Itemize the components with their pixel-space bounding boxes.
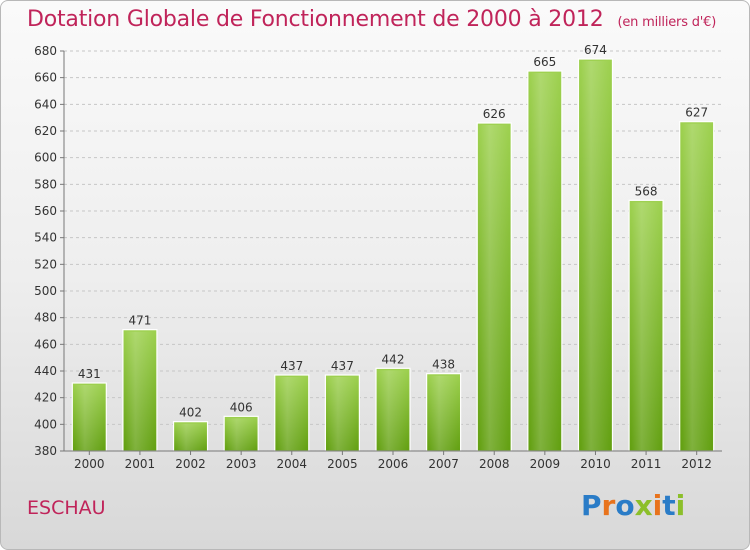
y-tick-label: 380 (34, 444, 57, 458)
bar-value-label: 402 (179, 406, 202, 420)
bar-value-label: 626 (483, 107, 506, 121)
y-tick-label: 500 (34, 284, 57, 298)
y-tick-label: 460 (34, 337, 57, 351)
x-tick-label: 2009 (530, 457, 561, 471)
bar-highlight (479, 125, 510, 450)
bar-value-label: 406 (230, 400, 253, 414)
bar-highlight (226, 418, 257, 450)
x-tick-label: 2011 (631, 457, 662, 471)
commune-name: ESCHAU (27, 497, 106, 519)
y-tick-label: 620 (34, 124, 57, 138)
bars: 431 471 402 406 437 437 442 438 626 665 674 568 627 (71, 43, 715, 452)
y-tick-label: 680 (34, 44, 57, 58)
bar-highlight (580, 61, 611, 450)
y-tick-label: 600 (34, 151, 57, 165)
bar-value-label: 431 (78, 367, 101, 381)
logo-letter: P (581, 489, 602, 522)
x-tick-label: 2010 (580, 457, 611, 471)
bar-highlight (276, 377, 307, 450)
proxiti-logo: Proxiti (581, 489, 685, 522)
bar-highlight (529, 73, 560, 450)
logo-letter: o (615, 489, 635, 522)
x-tick-label: 2000 (74, 457, 105, 471)
y-tick-label: 400 (34, 417, 57, 431)
chart-title: Dotation Globale de Fonctionnement de 20… (27, 7, 716, 32)
bar-highlight (428, 375, 459, 450)
y-tick-label: 560 (34, 204, 57, 218)
y-tick-label: 540 (34, 231, 57, 245)
axes: 380 400 420 440 460 480 500 520 540 560 580 600 620 6… (34, 44, 722, 471)
y-tick-label: 420 (34, 391, 57, 405)
bar-highlight (378, 370, 408, 450)
y-tick-label: 580 (34, 177, 57, 191)
x-tick-label: 2007 (428, 457, 459, 471)
y-tick-label: 520 (34, 257, 57, 271)
bar-highlight (681, 123, 712, 451)
y-tick-label: 480 (34, 311, 57, 325)
bar-value-label: 471 (128, 314, 151, 328)
y-tick-label: 660 (34, 71, 57, 85)
chart-unit: (en milliers d'€) (617, 15, 717, 30)
logo-letter: x (634, 489, 653, 522)
bar-highlight (631, 202, 662, 450)
x-tick-label: 2005 (327, 457, 358, 471)
bar-value-label: 438 (432, 358, 455, 372)
logo-letter: t (662, 489, 676, 522)
logo-letter: r (601, 489, 616, 522)
x-tick-label: 2008 (479, 457, 510, 471)
logo-letter: i (675, 489, 686, 522)
bar-highlight (327, 377, 358, 450)
x-tick-label: 2001 (125, 457, 156, 471)
bar-highlight (74, 385, 105, 450)
x-tick-label: 2004 (276, 457, 307, 471)
x-tick-label: 2003 (226, 457, 257, 471)
bar-highlight (124, 331, 155, 450)
bar-value-label: 674 (584, 43, 607, 57)
logo-letter: i (652, 489, 663, 522)
x-tick-label: 2002 (175, 457, 206, 471)
x-tick-label: 2012 (681, 457, 712, 471)
bar-highlight (175, 423, 206, 450)
chart-title-text: Dotation Globale de Fonctionnement de 20… (27, 7, 604, 32)
bar-value-label: 437 (331, 359, 354, 373)
y-tick-label: 640 (34, 97, 57, 111)
y-tick-label: 440 (34, 364, 57, 378)
bar-value-label: 627 (685, 106, 708, 120)
bar-value-label: 442 (382, 352, 405, 366)
bar-value-label: 437 (280, 359, 303, 373)
x-tick-label: 2006 (378, 457, 409, 471)
bar-value-label: 665 (533, 55, 556, 69)
bar-value-label: 568 (635, 184, 658, 198)
